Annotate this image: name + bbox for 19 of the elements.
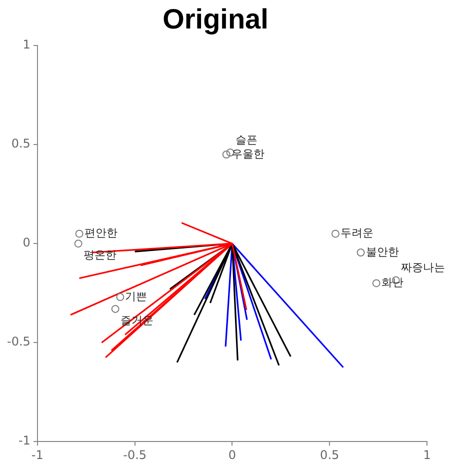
chart-title: Original — [162, 4, 268, 35]
y-tick-label: 1 — [22, 38, 30, 52]
annotation: 두려운 — [340, 226, 374, 240]
annotation: 우울한 — [231, 147, 264, 160]
x-tick-label: 0.5 — [320, 448, 340, 462]
x-tick-label: -0.5 — [123, 448, 147, 462]
annotation: 기쁜 — [125, 290, 148, 303]
annotation: 짜증나는 — [400, 261, 445, 274]
annotation: 평온한 — [83, 248, 116, 262]
y-tick-label: -1 — [18, 434, 30, 448]
annotation: 화난 — [381, 276, 404, 290]
y-tick-label: 0 — [22, 236, 30, 250]
annotation: 편안한 — [84, 226, 118, 240]
y-tick-label: -0.5 — [6, 334, 30, 349]
y-tick-label: 0.5 — [11, 136, 30, 151]
annotation: 슬픈 — [235, 133, 258, 146]
x-tick-label: 0 — [228, 448, 236, 462]
annotation: 불안한 — [366, 245, 399, 258]
x-tick-label: 1 — [423, 448, 431, 462]
